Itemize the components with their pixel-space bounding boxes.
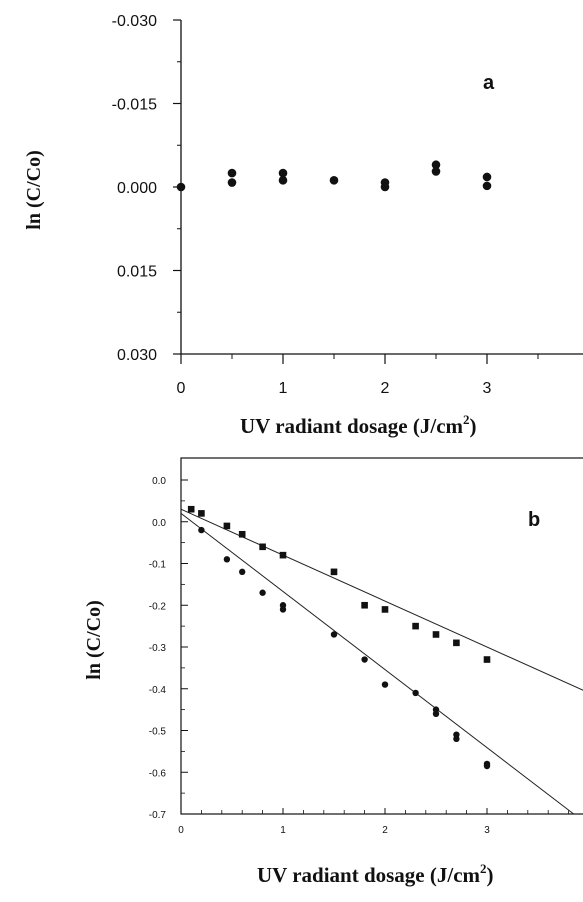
data-point-square	[223, 522, 231, 530]
data-point-square	[259, 543, 266, 551]
panel-a-ticks	[173, 19, 539, 364]
x-tick-label: 2	[382, 825, 388, 836]
panel-b-points	[187, 505, 491, 770]
data-point-circle	[223, 556, 231, 563]
data-point-circle	[279, 606, 287, 613]
y-tick-label: 0.0	[152, 518, 166, 529]
data-point-square	[238, 530, 246, 538]
panel-b-tick-labels: 012340.00.0-0.1-0.2-0.3-0.4-0.5-0.6-0.7	[149, 476, 490, 836]
y-tick-label: -0.4	[149, 685, 167, 696]
data-point-square	[483, 656, 491, 663]
data-point-square	[412, 622, 419, 630]
data-point-square	[198, 510, 205, 517]
chart-panel-b: 012340.00.0-0.1-0.2-0.3-0.4-0.5-0.6-0.7 …	[83, 457, 583, 887]
y-tick-label: -0.5	[149, 727, 167, 738]
data-point-circle	[381, 681, 389, 688]
y-tick-label: -0.030	[112, 13, 157, 30]
data-point	[431, 160, 441, 170]
data-point	[278, 168, 288, 178]
data-point-square	[330, 568, 338, 576]
panel-a-letter: a	[483, 72, 495, 94]
y-tick-label: 0.0	[152, 476, 166, 487]
y-tick-label: 0.000	[117, 180, 157, 197]
panel-a-y-axis-label: ln (C/Co)	[23, 150, 45, 229]
x-tick-label: 1	[279, 380, 288, 397]
panel-b-x-axis-label-sup: 2	[480, 861, 487, 876]
data-point-square	[381, 606, 389, 613]
panel-b-y-axis-label: ln (C/Co)	[83, 600, 105, 679]
fit-line	[180, 513, 575, 815]
x-tick-label: 1	[280, 825, 286, 836]
data-point-circle	[483, 762, 491, 770]
data-point-square	[361, 601, 368, 609]
panel-b-x-axis-label-main: UV radiant dosage (J/cm	[257, 863, 481, 887]
panel-a-tick-labels: 0 1 2 3 -0.030 -0.015 0.000 0.015 0.030	[112, 13, 492, 397]
panel-b-x-axis-label: UV radiant dosage (J/cm2)	[257, 861, 494, 887]
panel-a-points	[176, 160, 492, 192]
data-point	[380, 182, 390, 192]
data-point-circle	[198, 526, 205, 534]
y-tick-label: -0.7	[149, 810, 167, 821]
panel-a-x-axis-label-sup: 2	[463, 412, 470, 427]
y-tick-label: -0.1	[149, 560, 167, 571]
data-point-circle	[259, 589, 266, 596]
panel-b-letter: b	[528, 509, 540, 531]
x-tick-label: 3	[484, 825, 490, 836]
panel-b-x-axis-label-close: )	[487, 863, 494, 887]
panel-b-fit-lines	[180, 508, 583, 815]
data-point-square	[187, 505, 195, 513]
data-point-circle	[361, 656, 368, 663]
data-point	[329, 176, 339, 185]
panel-a-x-axis-label-close: )	[470, 414, 477, 438]
data-point	[176, 182, 186, 192]
data-point-square	[453, 639, 460, 647]
y-tick-label: 0.015	[117, 264, 157, 281]
y-tick-label: -0.6	[149, 768, 167, 779]
data-point	[482, 172, 492, 182]
panel-b-ticks	[180, 479, 569, 815]
data-point	[431, 167, 441, 176]
data-point	[227, 168, 237, 178]
data-point	[227, 178, 237, 187]
data-point-circle	[453, 735, 460, 743]
data-point-square	[432, 631, 440, 638]
y-tick-label: -0.2	[149, 601, 167, 612]
x-tick-label: 3	[483, 380, 492, 397]
data-point-circle	[412, 689, 419, 697]
data-point-circle	[432, 710, 440, 717]
panel-b-frame	[180, 457, 583, 815]
x-tick-label: 0	[178, 825, 184, 836]
panel-a-x-axis-label-main: UV radiant dosage (J/cm	[240, 414, 464, 438]
data-point-circle	[239, 568, 246, 576]
y-tick-label: 0.030	[117, 347, 157, 364]
panel-a-x-axis-label: UV radiant dosage (J/cm2)	[240, 412, 477, 438]
x-tick-label: 2	[381, 380, 390, 397]
y-tick-label: -0.3	[149, 643, 167, 654]
data-point	[278, 176, 288, 185]
data-point	[482, 181, 492, 191]
y-tick-label: -0.015	[112, 97, 157, 114]
data-point-square	[279, 551, 287, 559]
data-point-circle	[330, 631, 338, 638]
x-tick-label: 0	[177, 380, 186, 397]
fit-line	[180, 508, 583, 691]
